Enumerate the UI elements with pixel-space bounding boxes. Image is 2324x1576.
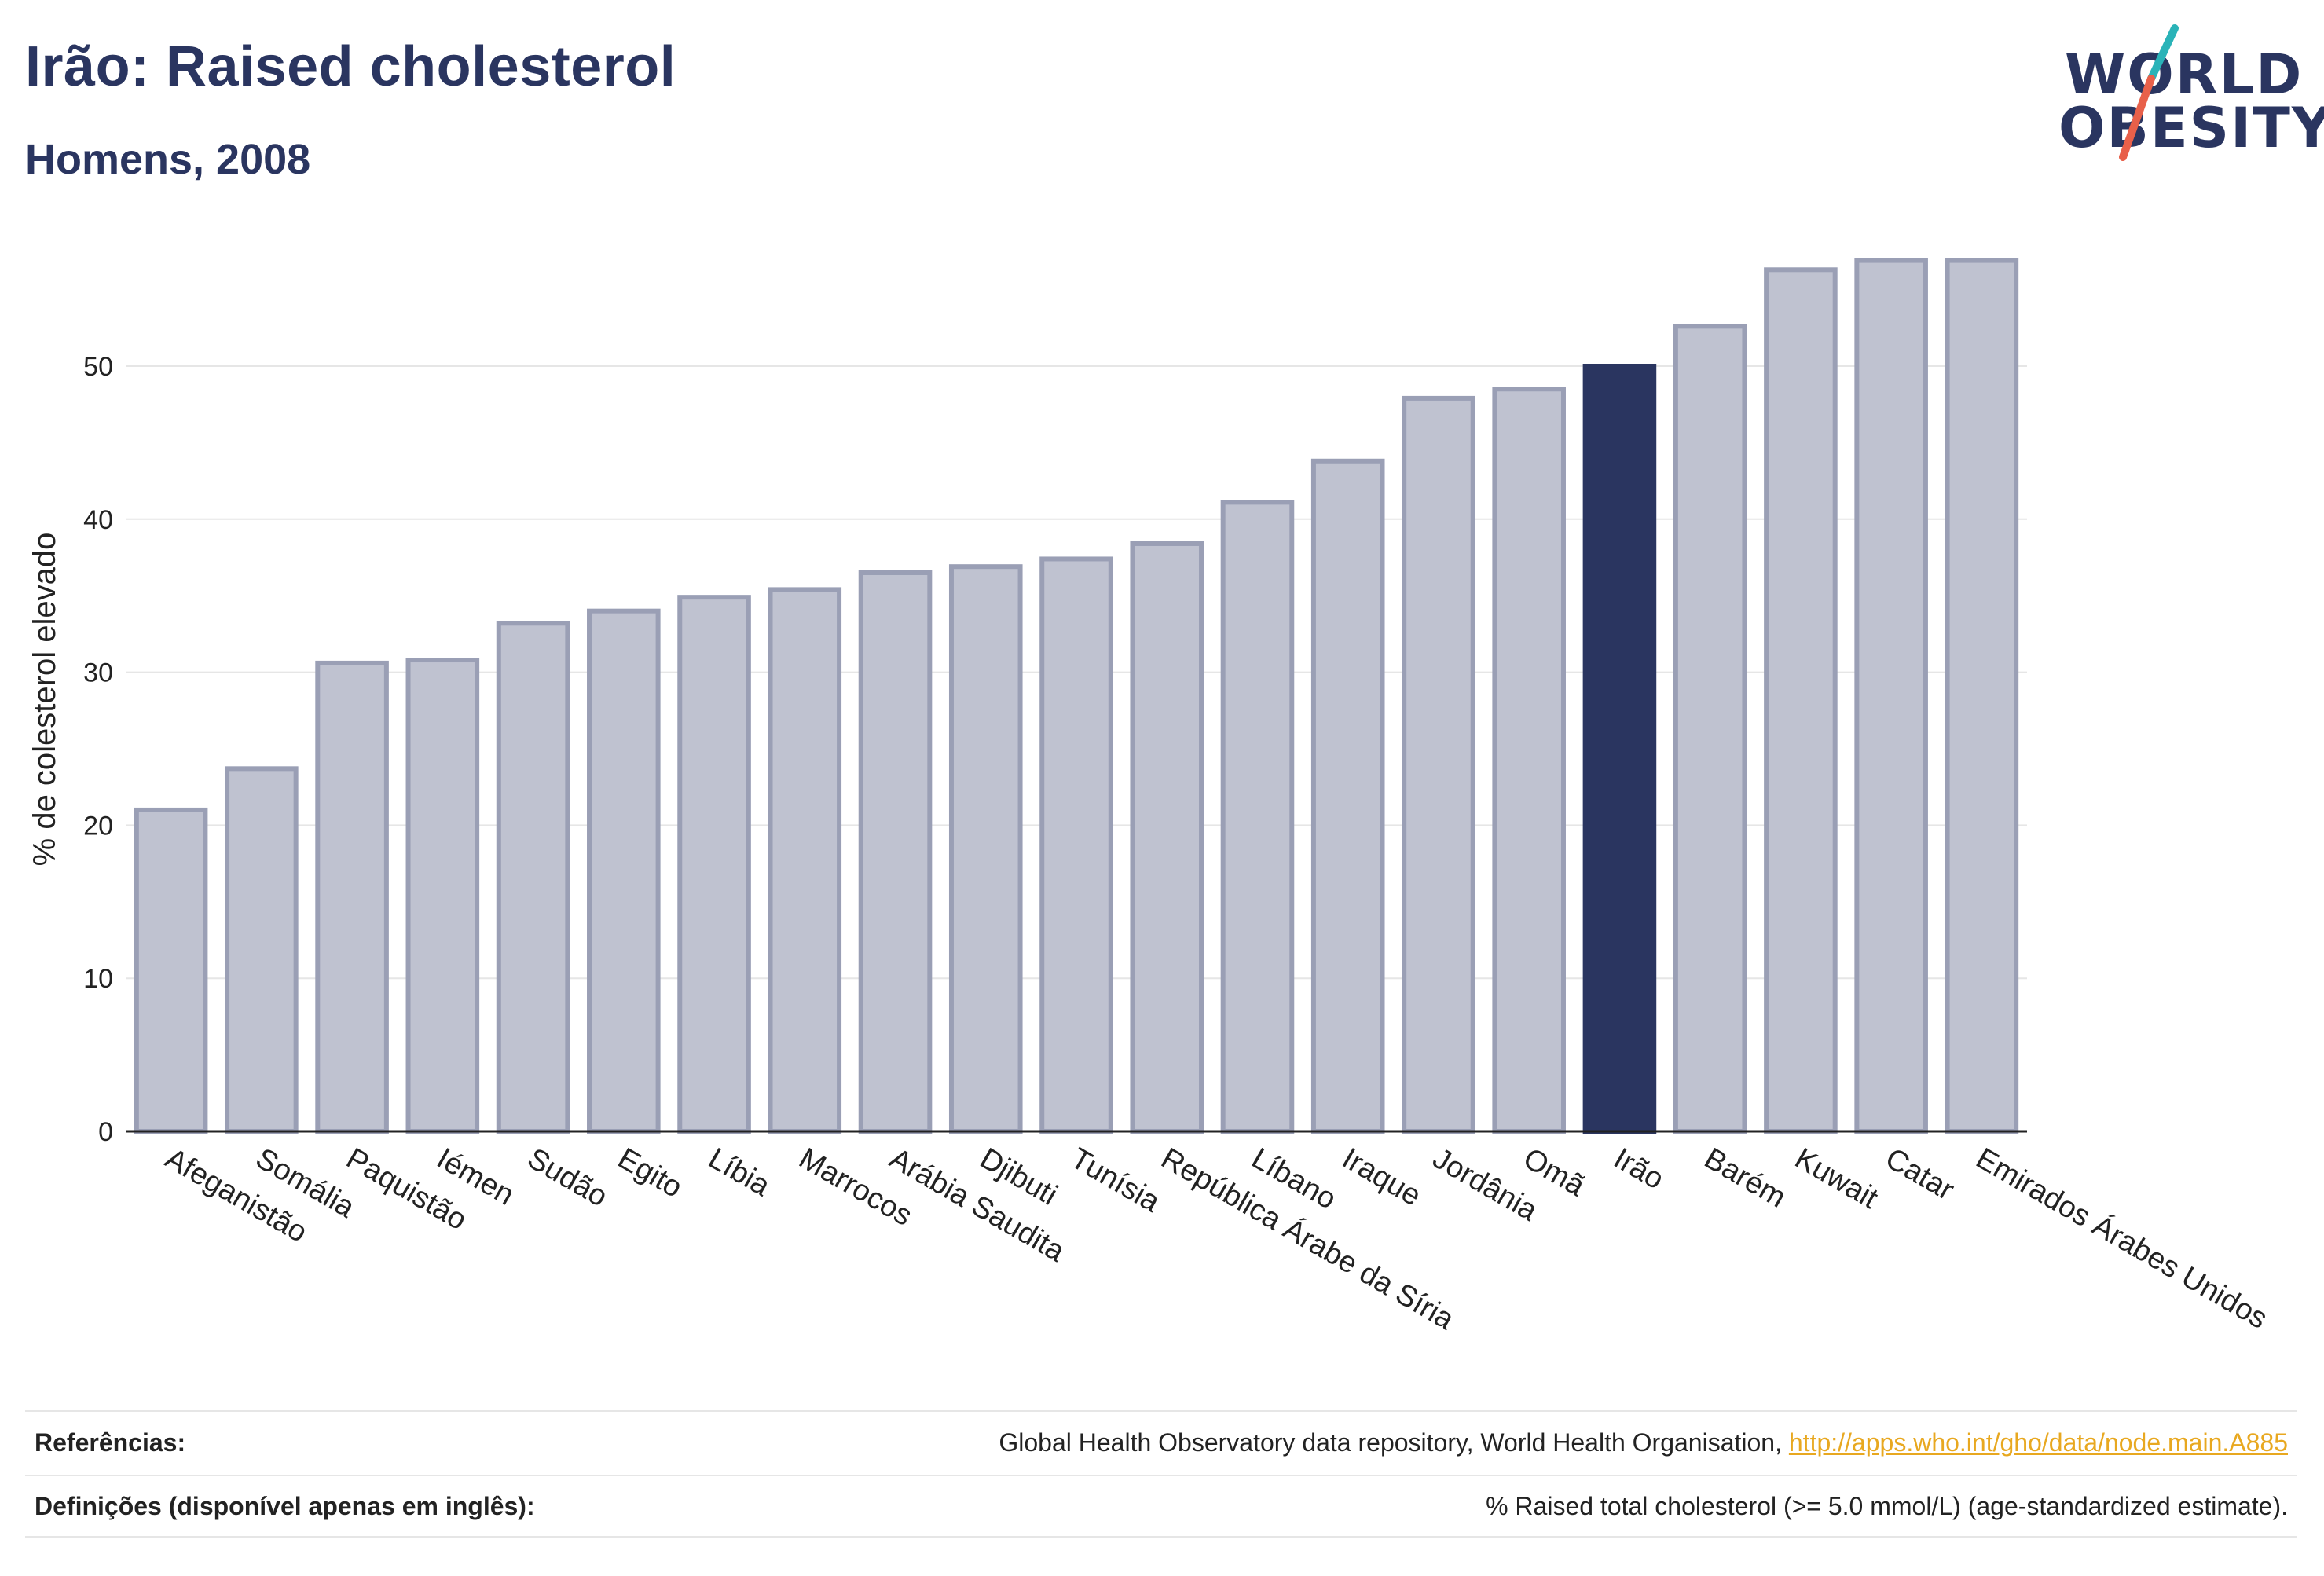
y-axis-title: % de colesterol elevado bbox=[27, 533, 62, 867]
x-tick-label: Kuwait bbox=[1789, 1142, 1883, 1215]
bar-irão bbox=[1582, 364, 1657, 1134]
bar-egito bbox=[587, 608, 661, 1134]
x-tick-label: Barém bbox=[1699, 1142, 1791, 1214]
bar-omã bbox=[1492, 387, 1566, 1134]
y-tick-label: 40 bbox=[83, 505, 113, 535]
bar-tunísia bbox=[1039, 556, 1113, 1134]
y-tick-label: 50 bbox=[83, 352, 113, 382]
bar-chart: 0 10 20 30 40 50 AfeganistãoSomáliaPaquistãoI… bbox=[27, 258, 2273, 1337]
references-label: Referências: bbox=[35, 1428, 186, 1457]
logo-slash-icon bbox=[2119, 24, 2179, 161]
bar-marrocos bbox=[768, 587, 842, 1134]
bar-paquistão bbox=[315, 660, 389, 1134]
bar-líbano bbox=[1220, 500, 1295, 1134]
references-row: Referências: Global Health Observatory d… bbox=[25, 1410, 2297, 1473]
y-tick-label: 0 bbox=[98, 1117, 113, 1147]
x-tick-label: Sudão bbox=[522, 1142, 613, 1213]
bar-república-árabe-da-síria bbox=[1130, 541, 1204, 1134]
bar-barém bbox=[1673, 324, 1747, 1134]
logo-line2: OBESITY bbox=[2058, 96, 2324, 160]
chart-axes: 0 10 20 30 40 50 bbox=[83, 352, 2027, 1147]
bar-afeganistão bbox=[134, 807, 208, 1134]
bar-sudão bbox=[496, 621, 570, 1134]
definitions-text: % Raised total cholesterol (>= 5.0 mmol/… bbox=[1486, 1491, 2288, 1520]
bar-jordânia bbox=[1402, 395, 1475, 1134]
x-tick-label: Tunísia bbox=[1065, 1142, 1166, 1219]
definitions-row: Definições (disponível apenas em inglês)… bbox=[25, 1475, 2297, 1538]
bar-líbia bbox=[677, 595, 751, 1134]
x-tick-label: Emirados Árabes Unidos bbox=[1970, 1142, 2274, 1336]
x-tick-label: Líbia bbox=[703, 1142, 776, 1203]
x-tick-label: Catar bbox=[1880, 1142, 1960, 1207]
bar-iraque bbox=[1310, 458, 1385, 1134]
bar-somália bbox=[225, 766, 299, 1134]
bar-emirados-árabes-unidos bbox=[1945, 258, 2019, 1134]
world-obesity-logo: WORLD OBESITY bbox=[2058, 24, 2324, 165]
x-tick-label: Irão bbox=[1608, 1142, 1670, 1196]
chart-bars bbox=[134, 258, 2019, 1134]
x-tick-label: Iraque bbox=[1336, 1142, 1426, 1212]
x-tick-label: Egito bbox=[612, 1142, 687, 1204]
y-tick-label: 20 bbox=[83, 811, 113, 841]
page-subtitle: Homens, 2008 bbox=[25, 136, 311, 183]
bar-arábia-saudita bbox=[858, 570, 933, 1134]
bar-iémen bbox=[405, 658, 480, 1134]
definitions-label: Definições (disponível apenas em inglês)… bbox=[35, 1491, 535, 1520]
bar-kuwait bbox=[1764, 267, 1838, 1134]
bar-djibuti bbox=[948, 564, 1023, 1134]
references-link[interactable]: http://apps.who.int/gho/data/node.main.A… bbox=[1788, 1428, 2288, 1457]
bar-catar bbox=[1854, 258, 1928, 1134]
references-text: Global Health Observatory data repositor… bbox=[999, 1428, 1782, 1457]
y-tick-label: 30 bbox=[83, 658, 113, 688]
logo-line1: WORLD bbox=[2065, 42, 2304, 107]
y-tick-label: 10 bbox=[83, 964, 113, 994]
page-title: Irão: Raised cholesterol bbox=[25, 35, 676, 98]
